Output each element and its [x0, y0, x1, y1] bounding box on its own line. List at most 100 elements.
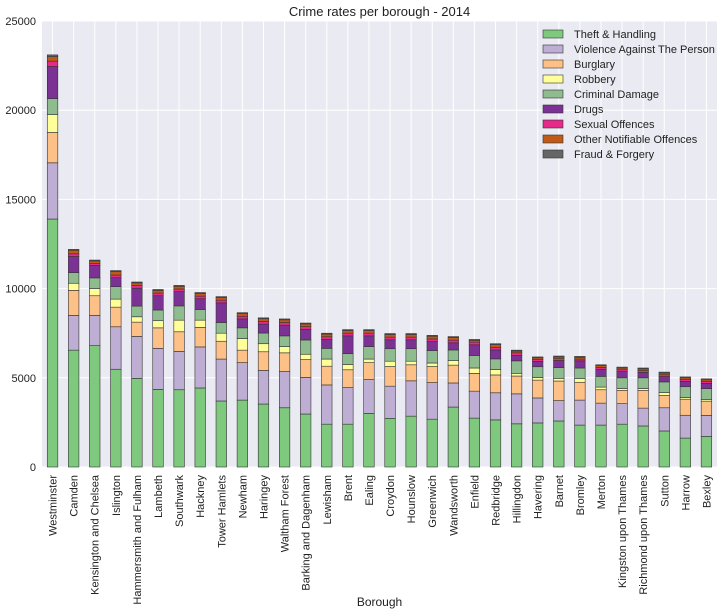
bar-segment — [236, 315, 248, 320]
bar-segment — [637, 407, 649, 427]
bar-segment — [321, 336, 333, 340]
bar-segment — [700, 400, 713, 416]
bar-segment — [110, 271, 122, 276]
bar-segment — [595, 389, 607, 404]
legend-label: Fraud & Forgery — [574, 149, 655, 161]
bar-segment — [89, 315, 101, 346]
bar-segment — [300, 353, 312, 360]
bar-segment — [658, 430, 670, 468]
bar-segment — [616, 423, 628, 468]
x-tick-label: Westminster — [48, 475, 60, 536]
bar-segment — [342, 369, 354, 388]
bar-segment — [110, 274, 122, 279]
bar-segment — [616, 377, 628, 389]
bar-segment — [89, 345, 101, 468]
bar-segment — [257, 317, 270, 320]
bar-segment — [447, 349, 459, 361]
bar-segment — [257, 321, 270, 325]
bar-segment — [384, 333, 396, 335]
bar-segment — [511, 360, 523, 374]
bar-segment — [405, 415, 417, 468]
bar-segment — [215, 302, 227, 323]
bar-segment — [700, 383, 713, 389]
plot-background — [42, 21, 717, 467]
bar-segment — [468, 339, 480, 341]
bar-segment — [595, 368, 607, 377]
bar-segment — [637, 377, 649, 389]
x-tick-label: Sutton — [659, 475, 671, 507]
bar-segment — [300, 377, 312, 415]
bar-segment — [384, 336, 396, 341]
bar-segment — [152, 295, 164, 311]
bar-segment — [405, 336, 417, 341]
x-tick-label: Enfield — [469, 475, 481, 509]
y-tick-label: 20000 — [5, 105, 36, 117]
x-tick-label: Harrow — [680, 475, 692, 511]
bar-segment — [489, 343, 502, 345]
bar-segment — [553, 380, 565, 401]
x-tick-label: Hackney — [195, 475, 207, 518]
bar-segment — [68, 249, 80, 255]
bar-segment — [658, 394, 670, 409]
bar-segment — [363, 362, 375, 380]
bar-segment — [279, 318, 291, 321]
bar-segment — [426, 341, 438, 351]
bar-segment — [658, 376, 670, 383]
y-tick-label: 5000 — [12, 373, 36, 385]
bars-group — [46, 54, 713, 468]
bar-segment — [553, 378, 565, 382]
bar-segment — [700, 436, 713, 468]
bar-segment — [553, 400, 565, 422]
bar-segment — [131, 321, 143, 337]
bar-segment — [637, 372, 649, 379]
bar-segment — [489, 374, 502, 394]
bar-segment — [89, 259, 101, 262]
bar-segment — [236, 327, 248, 339]
bar-segment — [194, 346, 206, 389]
bar-segment — [595, 402, 607, 426]
bar-segment — [173, 351, 185, 391]
bar-segment — [257, 323, 270, 334]
bar-segment — [679, 386, 691, 398]
bar-segment — [426, 382, 438, 420]
bar-segment — [131, 287, 143, 307]
bar-segment — [511, 373, 523, 377]
bar-segment — [321, 384, 333, 425]
bar-segment — [257, 370, 270, 405]
bar-segment — [658, 392, 670, 396]
bar-segment — [152, 320, 164, 329]
bar-segment — [595, 364, 607, 366]
legend-swatch — [542, 89, 564, 99]
bar-segment — [68, 315, 80, 351]
x-tick-label: Hounslow — [406, 475, 418, 523]
bar-segment — [511, 355, 523, 362]
bar-segment — [363, 332, 375, 337]
bar-segment — [68, 349, 80, 468]
x-tick-label: Tower Hamlets — [216, 475, 228, 548]
bar-segment — [279, 319, 291, 323]
bar-segment — [384, 334, 396, 338]
y-tick-label: 10000 — [5, 284, 36, 296]
bar-segment — [511, 393, 523, 425]
bar-segment — [405, 334, 417, 338]
bar-segment — [152, 348, 164, 390]
bar-segment — [110, 368, 122, 468]
bar-segment — [46, 218, 59, 468]
bar-segment — [700, 415, 713, 437]
x-tick-label: Merton — [596, 475, 608, 509]
bar-segment — [342, 332, 354, 337]
legend-label: Burglary — [574, 59, 615, 71]
bar-segment — [595, 424, 607, 468]
bar-segment — [194, 319, 206, 328]
bar-segment — [236, 318, 248, 329]
bar-segment — [46, 56, 59, 62]
legend-swatch — [542, 149, 564, 159]
bar-segment — [447, 360, 459, 366]
bar-segment — [110, 270, 122, 272]
bar-segment — [511, 352, 523, 356]
bar-segment — [173, 389, 185, 468]
bar-segment — [426, 335, 438, 340]
bar-segment — [321, 358, 333, 367]
bar-segment — [321, 332, 333, 335]
